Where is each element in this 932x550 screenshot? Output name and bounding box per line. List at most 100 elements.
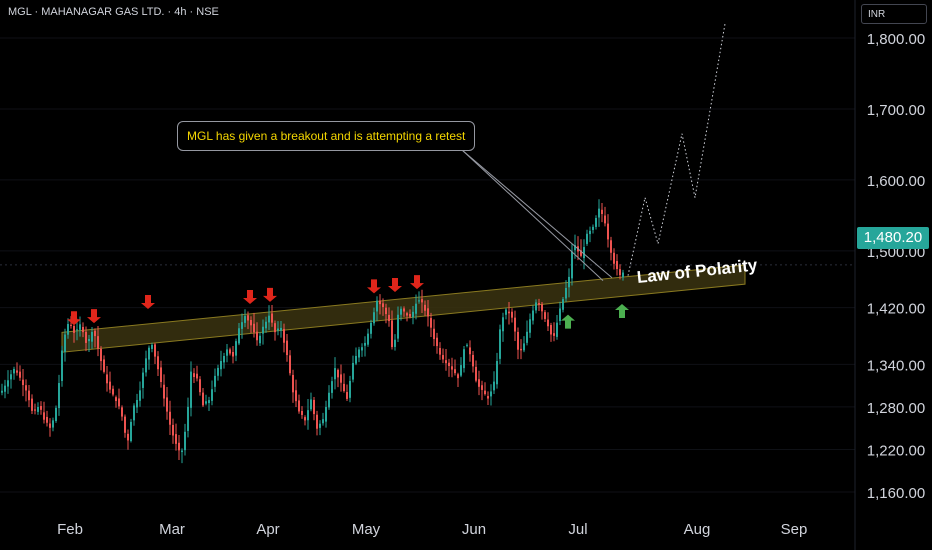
price-axis: 1,160.00 1,220.00 1,280.00 1,340.00 1,420.00…: [854, 0, 925, 550]
y-tick-label: 1,280.00: [867, 400, 925, 417]
y-tick-label: 1,340.00: [867, 357, 925, 374]
breakout-callout: MGL has given a breakout and is attempti…: [177, 121, 476, 151]
candle-body: [412, 311, 414, 318]
x-tick-label: May: [352, 521, 381, 538]
candle-body: [241, 322, 243, 329]
candle-body: [436, 337, 438, 347]
candle-body: [58, 383, 60, 409]
candle-body: [403, 308, 405, 312]
candle-body: [160, 367, 162, 383]
candle-body: [112, 388, 114, 395]
currency-button[interactable]: INR: [861, 4, 927, 24]
candle-body: [82, 326, 84, 333]
candle-body: [427, 308, 429, 317]
candle-body: [469, 347, 471, 355]
y-tick-label: 1,160.00: [867, 485, 925, 502]
candle-body: [136, 400, 138, 408]
candle-body: [448, 362, 450, 367]
candle-body: [460, 365, 462, 376]
candle-body: [388, 314, 390, 322]
candle-body: [16, 370, 18, 373]
buy-arrow-icon: [561, 314, 575, 329]
candle-body: [211, 389, 213, 401]
candle-body: [376, 300, 378, 312]
candle-body: [418, 300, 420, 302]
candle-body: [214, 375, 216, 387]
candle-body: [190, 371, 192, 408]
candle-body: [526, 331, 528, 343]
candle-body: [61, 350, 63, 381]
candle-body: [226, 349, 228, 356]
candle-body: [550, 325, 552, 335]
candle-body: [109, 381, 111, 390]
x-tick-label: Aug: [684, 521, 711, 538]
candle-body: [370, 322, 372, 334]
candle-body: [127, 433, 129, 441]
callout-pointer: [461, 149, 613, 281]
candle-body: [166, 397, 168, 412]
candle-body: [400, 308, 402, 315]
candle-body: [616, 261, 618, 270]
candle-body: [118, 398, 120, 407]
sell-arrow-icon: [243, 290, 257, 305]
sell-arrow-icon: [141, 294, 155, 309]
candle-body: [511, 311, 513, 318]
candle-body: [196, 373, 198, 379]
candle-body: [256, 331, 258, 341]
candle-body: [340, 374, 342, 383]
candle-body: [157, 356, 159, 370]
candle-body: [31, 398, 33, 411]
candle-body: [622, 272, 624, 278]
candle-body: [604, 215, 606, 224]
candle-body: [235, 341, 237, 356]
candle-body: [355, 355, 357, 364]
candle-body: [325, 406, 327, 422]
candle-body: [181, 450, 183, 453]
candle-body: [607, 223, 609, 240]
candle-body: [475, 366, 477, 381]
candle-body: [289, 355, 291, 374]
candle-body: [559, 308, 561, 322]
candle-body: [217, 367, 219, 376]
candle-body: [277, 328, 279, 331]
candle-body: [397, 314, 399, 339]
candle-body: [13, 368, 15, 374]
candle-body: [205, 401, 207, 404]
candle-body: [283, 328, 285, 343]
candle-body: [316, 414, 318, 429]
candle-body: [421, 299, 423, 303]
symbol-header: MGL · MAHANAGAR GAS LTD. · 4h · NSE: [8, 6, 219, 18]
candle-body: [535, 302, 537, 311]
candle-body: [334, 368, 336, 380]
candle-body: [265, 321, 267, 329]
sell-arrow-icon: [87, 309, 101, 324]
candle-body: [133, 405, 135, 421]
candle-body: [562, 299, 564, 310]
candle-body: [328, 392, 330, 408]
candle-body: [541, 304, 543, 312]
candle-body: [106, 374, 108, 384]
candle-body: [508, 311, 510, 314]
sell-arrow-icon: [388, 277, 402, 292]
candle-body: [28, 390, 30, 401]
candle-body: [223, 355, 225, 363]
candle-body: [274, 323, 276, 333]
candle-body: [565, 288, 567, 299]
candle-body: [64, 334, 66, 352]
candle-body: [97, 336, 99, 349]
candle-body: [505, 309, 507, 315]
candle-body: [262, 326, 264, 334]
candle-body: [487, 396, 489, 399]
candle-body: [295, 390, 297, 402]
candle-body: [457, 374, 459, 379]
candle-body: [232, 352, 234, 357]
candle-body: [301, 411, 303, 415]
candle-body: [523, 343, 525, 351]
candle-body: [490, 391, 492, 397]
candle-body: [499, 329, 501, 359]
candle-body: [598, 208, 600, 218]
candle-body: [433, 328, 435, 340]
candle-body: [502, 317, 504, 332]
candle-body: [178, 442, 180, 451]
